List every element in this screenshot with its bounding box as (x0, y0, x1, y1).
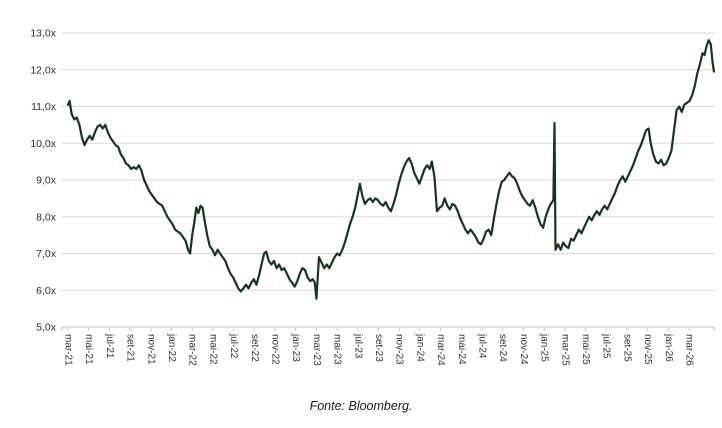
x-tick-label: mai-23 (332, 334, 343, 365)
y-tick-label: 5,0x (36, 322, 57, 334)
x-tick-label: jan-25 (539, 333, 550, 362)
y-tick-label: 12,0x (30, 64, 56, 76)
y-tick-label: 13,0x (30, 28, 56, 40)
x-tick-label: set-21 (125, 334, 136, 362)
x-tick-label: jul-21 (104, 333, 115, 359)
x-tick-label: jul-24 (477, 333, 488, 359)
x-tick-label: nov-22 (270, 334, 281, 365)
x-tick-label: mai-24 (456, 334, 467, 365)
x-tick-label: jul-22 (228, 333, 239, 359)
x-tick-label: nov-23 (394, 334, 405, 365)
x-tick-label: nov-24 (518, 334, 529, 365)
x-tick-label: nov-25 (642, 334, 653, 365)
x-tick-label: nov-21 (145, 334, 156, 365)
y-tick-label: 11,0x (31, 101, 57, 113)
x-tick-label: jul-23 (352, 333, 363, 359)
x-tick-label: jan-23 (290, 333, 301, 362)
x-tick-label: mai-25 (580, 334, 591, 365)
series-line-valuation-multiple (66, 39, 716, 300)
x-tick-label: mar-25 (559, 334, 570, 366)
x-tick-label: mar-26 (684, 334, 695, 366)
y-tick-label: 9,0x (36, 175, 57, 187)
x-tick-label: jan-26 (663, 333, 674, 362)
x-tick-label: mar-22 (187, 334, 198, 366)
x-tick-label: jan-24 (414, 333, 425, 362)
x-tick-label: mar-23 (311, 334, 322, 366)
x-tick-label: set-22 (249, 334, 260, 362)
x-tick-label: mar-24 (435, 334, 446, 366)
x-axis: mar-21 mai-21 jul-21 set-21 nov-21 jan-22 mar-… (61, 326, 715, 366)
x-tick-label: mai-21 (83, 334, 94, 365)
x-tick-label: jan-22 (166, 333, 177, 362)
x-tick-label: mar-21 (63, 334, 74, 366)
y-axis-labels: 5,0x 6,0x 7,0x 8,0x 9,0x 10,0x 11,0x 12,0x 13,0x (30, 28, 56, 334)
valuation-multiple-line-chart: 5,0x 6,0x 7,0x 8,0x 9,0x 10,0x 11,0x 12,0x 13,0x… (30, 28, 716, 366)
y-tick-label: 7,0x (36, 248, 57, 260)
gridlines (62, 32, 714, 328)
x-tick-label: mai-22 (207, 334, 218, 365)
y-tick-label: 10,0x (30, 138, 56, 150)
source-note: Fonte: Bloomberg. (309, 399, 413, 413)
x-tick-label: jul-25 (601, 333, 612, 359)
y-tick-label: 6,0x (36, 285, 57, 297)
y-tick-label: 8,0x (36, 211, 57, 223)
x-tick-label: set-24 (497, 334, 508, 362)
x-tick-label: set-23 (373, 334, 384, 362)
x-tick-label: set-25 (621, 334, 632, 362)
